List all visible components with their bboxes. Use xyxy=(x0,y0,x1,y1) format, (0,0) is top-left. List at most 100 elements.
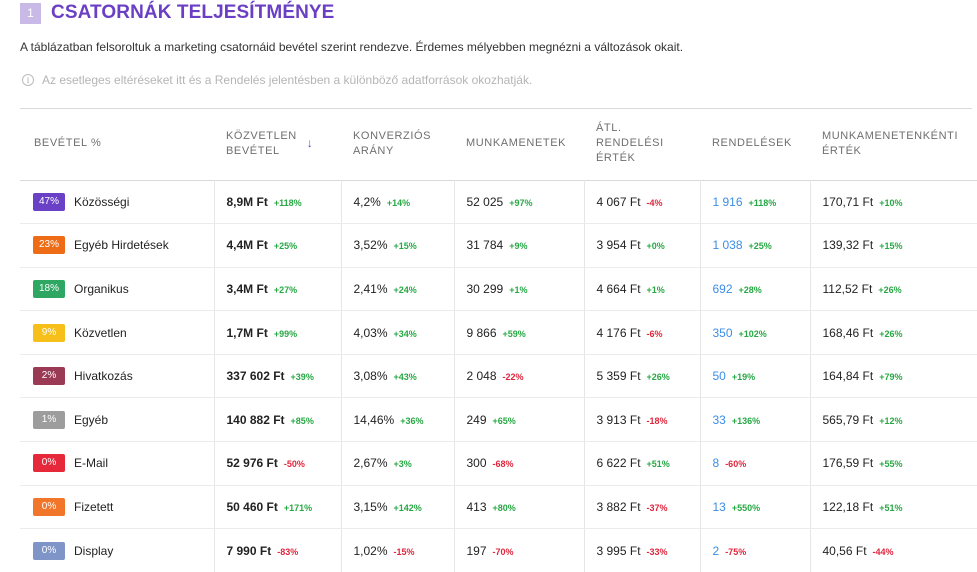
conversion-rate-cell: 3,52% +15% xyxy=(341,223,455,268)
col-header-orders[interactable]: RENDELÉSEK xyxy=(700,108,810,180)
col-header-value-per-session[interactable]: MUNKAMENETENKÉNTI ÉRTÉK xyxy=(810,108,977,180)
conversion-rate-cell-value: 1,02% xyxy=(353,543,388,558)
channel-name: Egyéb xyxy=(74,412,109,427)
col-header-label: BEVÉTEL % xyxy=(34,137,102,150)
table-row[interactable]: 1% Egyéb 140 882 Ft +85% 14,46% +36% 249 +65% 3 … xyxy=(20,397,977,443)
value-per-session-cell-value: 565,79 Ft xyxy=(822,412,874,427)
value-per-session-cell: 168,46 Ft +26% xyxy=(810,310,977,355)
value-per-session-cell: 40,56 Ft -44% xyxy=(810,528,977,572)
info-icon: i xyxy=(22,74,34,86)
orders-cell: 2 -75% xyxy=(700,528,811,572)
table-row[interactable]: 0% Display 7 990 Ft -83% 1,02% -15% 197 -70% 3 9… xyxy=(20,528,977,572)
direct-revenue-cell-value: 4,4M Ft xyxy=(226,238,268,253)
avg-order-value-cell-value: 3 882 Ft xyxy=(596,499,641,514)
sessions-cell-change: +97% xyxy=(509,197,533,208)
orders-cell-value[interactable]: 50 xyxy=(712,369,726,384)
channel-name: Közvetlen xyxy=(74,325,127,340)
col-header-label: KÖZVETLEN xyxy=(226,129,297,142)
info-note-text: Az esetleges eltéréseket itt és a Rendel… xyxy=(42,73,533,87)
value-per-session-cell-value: 168,46 Ft xyxy=(822,325,874,340)
sessions-cell: 31 784 +9% xyxy=(454,223,585,268)
value-per-session-cell-change: -44% xyxy=(872,546,894,557)
table-row[interactable]: 9% Közvetlen 1,7M Ft +99% 4,03% +34% 9 866 +59%… xyxy=(20,310,977,355)
avg-order-value-cell-value: 5 359 Ft xyxy=(596,369,641,384)
channel-name: Organikus xyxy=(74,281,129,296)
col-header-revenue-pct[interactable]: BEVÉTEL % xyxy=(20,108,214,180)
conversion-rate-cell: 4,2% +14% xyxy=(341,180,455,225)
sessions-cell-change: +65% xyxy=(492,415,516,426)
direct-revenue-cell-change: -83% xyxy=(277,546,299,557)
orders-cell: 8 -60% xyxy=(700,441,811,486)
orders-cell-change: -75% xyxy=(725,546,747,557)
sort-arrow-down-icon[interactable]: ↓ xyxy=(306,136,314,151)
orders-cell-value[interactable]: 33 xyxy=(712,412,726,427)
orders-cell-value[interactable]: 8 xyxy=(712,456,720,471)
table-row[interactable]: 2% Hivatkozás 337 602 Ft +39% 3,08% +43% 2 048… xyxy=(20,354,977,399)
conversion-rate-cell-change: -15% xyxy=(393,546,415,557)
avg-order-value-cell-change: -33% xyxy=(646,546,668,557)
orders-cell-value[interactable]: 2 xyxy=(712,543,720,558)
value-per-session-cell-change: +26% xyxy=(878,284,902,295)
conversion-rate-cell-value: 3,15% xyxy=(353,499,388,514)
value-per-session-cell-change: +55% xyxy=(879,459,903,470)
conversion-rate-cell-value: 3,52% xyxy=(353,238,388,253)
direct-revenue-cell-change: +39% xyxy=(290,372,314,383)
table-row[interactable]: 0% Fizetett 50 460 Ft +171% 3,15% +142% 413 +80… xyxy=(20,485,977,530)
value-per-session-cell: 164,84 Ft +79% xyxy=(810,354,977,399)
orders-cell-value[interactable]: 692 xyxy=(712,281,733,296)
conversion-rate-cell-value: 4,2% xyxy=(353,194,381,209)
table-row[interactable]: 23% Egyéb Hirdetések 4,4M Ft +25% 3,52% +15% 3… xyxy=(20,223,977,268)
col-header-sessions[interactable]: MUNKAMENETEK xyxy=(454,108,584,180)
value-per-session-cell: 122,18 Ft +51% xyxy=(810,485,977,530)
conversion-rate-cell: 3,15% +142% xyxy=(341,485,455,530)
conversion-rate-cell: 4,03% +34% xyxy=(341,310,455,355)
conversion-rate-cell-value: 2,41% xyxy=(353,281,388,296)
col-header-direct-revenue[interactable]: KÖZVETLEN BEVÉTEL ↓ xyxy=(214,108,341,180)
direct-revenue-cell-value: 337 602 Ft xyxy=(226,369,285,384)
value-per-session-cell: 112,52 Ft +26% xyxy=(810,267,977,312)
table-row[interactable]: 18% Organikus 3,4M Ft +27% 2,41% +24% 30 299 +1… xyxy=(20,267,977,312)
orders-cell-change: +136% xyxy=(731,415,761,426)
section-description: A táblázatban felsoroltuk a marketing cs… xyxy=(20,40,684,54)
avg-order-value-cell-change: -18% xyxy=(646,415,668,426)
value-per-session-cell-value: 170,71 Ft xyxy=(822,194,874,209)
avg-order-value-cell-change: -6% xyxy=(646,328,663,339)
col-header-conversion-rate[interactable]: KONVERZIÓS ARÁNY xyxy=(341,108,454,180)
channel-name: Display xyxy=(74,543,114,558)
orders-cell-change: +19% xyxy=(731,372,756,383)
info-note: i Az esetleges eltéréseket itt és a Rend… xyxy=(22,73,532,87)
orders-cell: 1 916 +118% xyxy=(700,180,811,225)
direct-revenue-cell: 1,7M Ft +99% xyxy=(214,310,342,355)
orders-cell-value[interactable]: 350 xyxy=(712,325,733,340)
sessions-cell-value: 30 299 xyxy=(466,281,504,296)
conversion-rate-cell-change: +34% xyxy=(393,328,417,339)
col-header-avg-order-value[interactable]: ÁTL. RENDELÉSI ÉRTÉK xyxy=(584,108,700,180)
direct-revenue-cell-value: 8,9M Ft xyxy=(226,194,268,209)
orders-cell-value[interactable]: 13 xyxy=(712,499,726,514)
table-row[interactable]: 47% Közösségi 8,9M Ft +118% 4,2% +14% 52 025 +9… xyxy=(20,180,977,225)
channel-name: Egyéb Hirdetések xyxy=(74,238,169,253)
avg-order-value-cell-value: 4 067 Ft xyxy=(596,194,641,209)
conversion-rate-cell: 14,46% +36% xyxy=(341,397,455,443)
section-number: 1 xyxy=(20,2,41,24)
conversion-rate-cell-value: 14,46% xyxy=(353,412,395,427)
sessions-cell: 413 +80% xyxy=(454,485,585,530)
avg-order-value-cell-change: -37% xyxy=(646,502,668,513)
orders-cell-value[interactable]: 1 916 xyxy=(712,194,743,209)
direct-revenue-cell: 3,4M Ft +27% xyxy=(214,267,342,312)
direct-revenue-cell-change: +171% xyxy=(283,502,313,513)
sessions-cell-value: 300 xyxy=(466,456,487,471)
revenue-share-badge: 9% xyxy=(33,323,65,342)
orders-cell: 50 +19% xyxy=(700,354,811,399)
table-row[interactable]: 0% E-Mail 52 976 Ft -50% 2,67% +3% 300 -68% 6 62… xyxy=(20,441,977,486)
value-per-session-cell-value: 164,84 Ft xyxy=(822,369,874,384)
value-per-session-cell: 176,59 Ft +55% xyxy=(810,441,977,486)
direct-revenue-cell-value: 50 460 Ft xyxy=(226,499,278,514)
avg-order-value-cell: 5 359 Ft +26% xyxy=(584,354,701,399)
sessions-cell: 300 -68% xyxy=(454,441,585,486)
avg-order-value-cell-value: 3 913 Ft xyxy=(596,412,641,427)
avg-order-value-cell: 3 913 Ft -18% xyxy=(584,397,701,443)
direct-revenue-cell-value: 3,4M Ft xyxy=(226,281,268,296)
sessions-cell: 197 -70% xyxy=(454,528,585,572)
orders-cell-value[interactable]: 1 038 xyxy=(712,238,743,253)
